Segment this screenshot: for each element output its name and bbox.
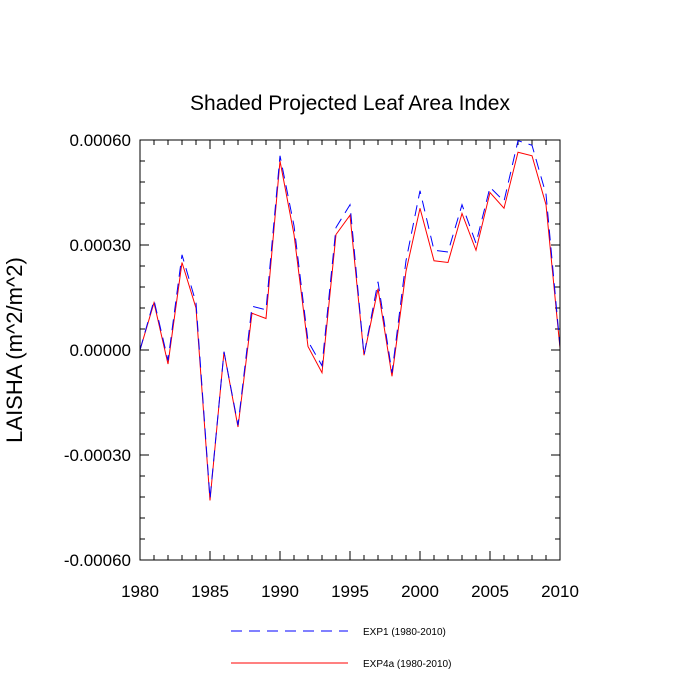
y-tick-label: 0.00060 (70, 131, 131, 150)
x-tick-label: 1985 (191, 582, 229, 601)
chart-title: Shaded Projected Leaf Area Index (190, 92, 510, 115)
x-tick-label: 1980 (121, 582, 159, 601)
axis-tick-labels: 1980 1985 1990 1995 2000 2005 2010 -0.00060 -0.0… (64, 131, 579, 601)
plot-frame (139, 139, 561, 561)
x-tick-label: 1990 (261, 582, 299, 601)
legend: EXP1 (1980-2010) EXP4a (1980-2010) (231, 627, 451, 670)
x-tick-label: 1995 (331, 582, 369, 601)
y-tick-label: -0.00030 (64, 446, 131, 465)
x-tick-label: 2010 (541, 582, 579, 601)
y-tick-label: -0.00060 (64, 551, 131, 570)
legend-label: EXP4a (1980-2010) (363, 659, 451, 670)
y-tick-label: 0.00000 (70, 341, 131, 360)
y-tick-label: 0.00030 (70, 236, 131, 255)
y-axis-label: LAISHA (m^2/m^2) (2, 257, 27, 443)
series-layer (139, 140, 561, 501)
series-line (139, 140, 561, 499)
legend-label: EXP1 (1980-2010) (363, 627, 446, 638)
axis-ticks (139, 139, 561, 561)
x-tick-label: 2005 (471, 582, 509, 601)
series-line (139, 151, 561, 501)
x-tick-label: 2000 (401, 582, 439, 601)
